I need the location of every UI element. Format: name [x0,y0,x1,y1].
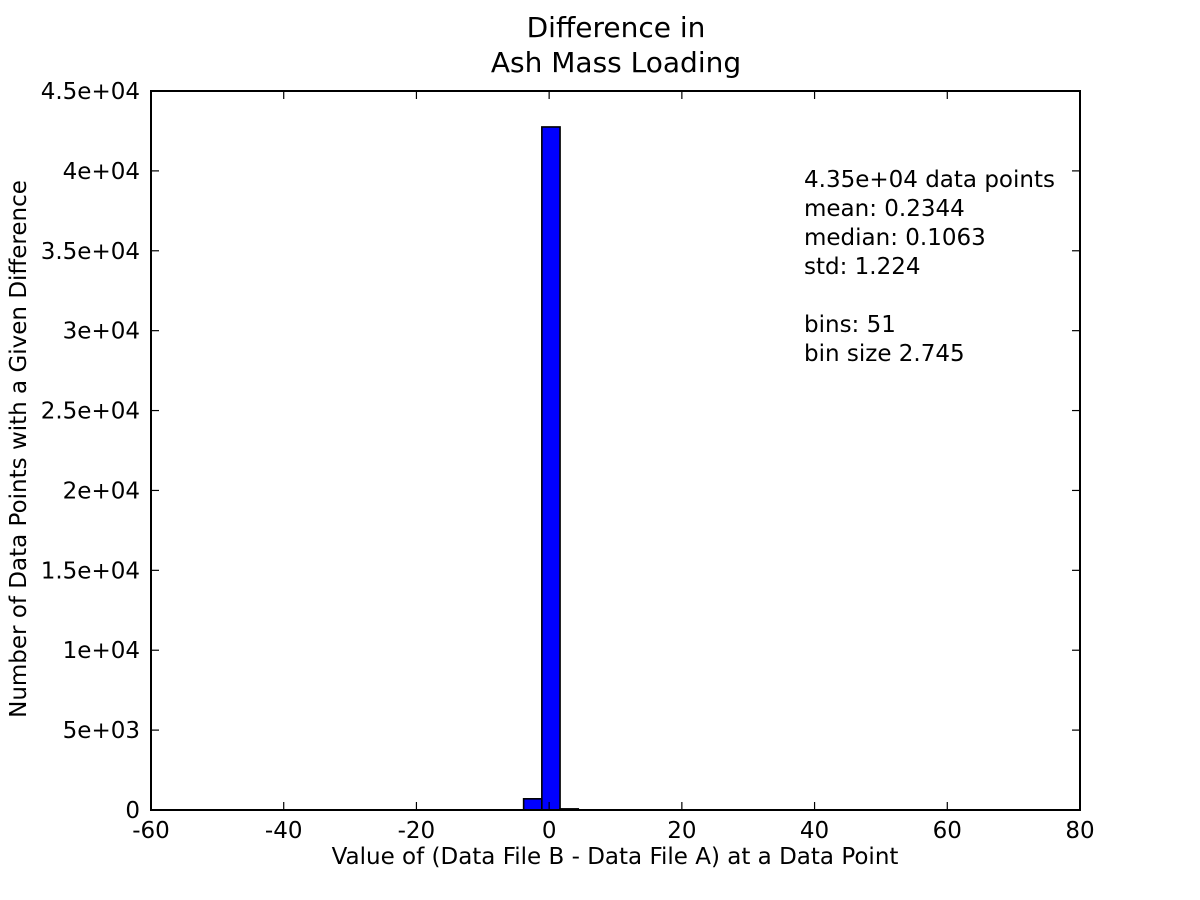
y-tick-label-9: 4.5e+04 [41,79,140,105]
stats-line-0: 4.35e+04 data points [804,167,1055,193]
y-axis-label: Number of Data Points with a Given Diffe… [6,180,32,718]
stats-line-1: mean: 0.2344 [804,196,965,222]
y-tick-label-3: 1.5e+04 [41,558,140,584]
x-tick-label-1: -40 [265,818,303,844]
y-tick-label-5: 2.5e+04 [41,399,140,425]
y-tick-label-2: 1e+04 [63,638,140,664]
stats-line-4 [804,283,811,309]
y-tick-label-1: 5e+03 [63,718,140,744]
x-tick-label-0: -60 [132,818,170,844]
stats-annotation: 4.35e+04 data points mean: 0.2344 median: … [804,167,1055,367]
chart-title-line-1: Difference in [527,11,706,44]
y-tick-label-7: 3.5e+04 [41,239,140,265]
stats-line-5: bins: 51 [804,312,896,338]
stats-line-3: std: 1.224 [804,254,921,280]
x-axis-label: Value of (Data File B - Data File A) at … [332,844,899,870]
y-tick-label-4: 2e+04 [63,478,140,504]
x-tick-label-7: 80 [1065,818,1094,844]
axis-ticks [150,90,1081,811]
y-tick-label-8: 4e+04 [63,159,140,185]
histogram-bars [522,126,580,811]
x-tick-label-3: 0 [542,818,557,844]
x-tick-label-5: 40 [800,818,829,844]
x-tick-label-6: 60 [933,818,962,844]
stats-line-6: bin size 2.745 [804,341,965,367]
y-tick-labels: 0 5e+03 1e+04 1.5e+04 2e+04 2.5e+04 3e+04 3.5e+… [41,79,140,824]
x-tick-label-2: -20 [398,818,436,844]
chart-title-line-2: Ash Mass Loading [491,46,741,79]
x-tick-labels: -60 -40 -20 0 20 40 60 80 [132,818,1094,844]
histogram-bar-19 [522,798,543,811]
plot-frame [150,90,1081,811]
stats-line-2: median: 0.1063 [804,225,986,251]
x-tick-label-4: 20 [667,818,696,844]
histogram-bar-20 [541,126,561,811]
y-tick-label-6: 3e+04 [63,319,140,345]
y-tick-label-0: 0 [125,798,140,824]
